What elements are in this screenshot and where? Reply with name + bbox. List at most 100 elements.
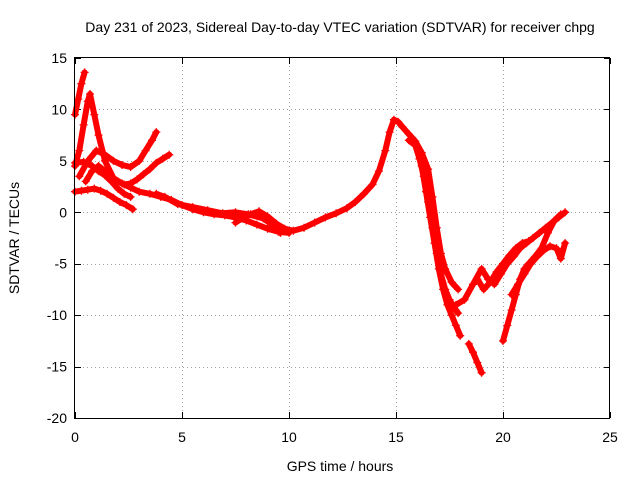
y-axis-label: SDTVAR / TECUs — [6, 182, 22, 294]
chart-title: Day 231 of 2023, Sidereal Day-to-day VTE… — [85, 19, 594, 35]
data-point-plus — [101, 167, 109, 176]
data-point-plus — [529, 234, 537, 242]
plot-frame — [74, 57, 610, 419]
data-point-plus — [514, 280, 522, 289]
data-point-plus — [469, 348, 477, 357]
data-point-plus — [477, 368, 486, 377]
data-point-plus — [135, 187, 144, 196]
data-point-plus — [351, 198, 360, 206]
data-point-plus — [434, 264, 443, 273]
data-point-plus — [533, 252, 542, 261]
data-point-plus — [113, 184, 122, 193]
data-series — [71, 68, 570, 377]
series-arc-k — [464, 339, 486, 377]
y-tick-label: 10 — [51, 101, 67, 117]
data-point-plus — [276, 228, 285, 237]
data-point-plus — [88, 167, 97, 176]
data-point-plus — [543, 228, 552, 237]
data-point-plus — [454, 285, 463, 294]
data-point-plus — [135, 156, 144, 165]
data-point-plus — [120, 189, 129, 198]
y-tick-label: 5 — [59, 153, 67, 169]
series-arc-f — [81, 150, 174, 189]
data-point-plus — [426, 213, 435, 222]
data-point-plus — [109, 156, 118, 165]
x-axis-label: GPS time / hours — [287, 458, 394, 474]
series-trace — [465, 340, 485, 376]
data-point-plus — [145, 165, 154, 174]
data-point-plus — [80, 68, 89, 77]
data-point-plus — [231, 208, 240, 217]
data-point-plus — [518, 239, 527, 248]
data-point-plus — [535, 228, 544, 237]
x-tick-label: 25 — [602, 429, 618, 445]
data-point-plus — [74, 95, 83, 104]
y-tick-label: -10 — [47, 307, 67, 323]
data-point-plus — [524, 237, 533, 246]
data-point-plus — [486, 278, 495, 287]
data-point-plus — [503, 321, 512, 330]
data-point-plus — [96, 186, 105, 195]
x-tick-labels: 0 5 10 15 20 25 — [71, 429, 618, 445]
data-point-plus — [398, 122, 407, 131]
data-point-plus — [81, 177, 90, 186]
data-point-plus — [75, 146, 84, 155]
series-trace — [418, 163, 464, 339]
data-point-plus — [368, 180, 377, 189]
data-point-plus — [272, 219, 281, 228]
data-point-plus — [139, 170, 148, 179]
data-point-plus — [359, 189, 368, 198]
data-point-plus — [556, 210, 565, 219]
data-point-plus — [499, 336, 507, 345]
data-point-plus — [263, 212, 272, 221]
data-point-plus — [133, 175, 142, 184]
data-point-plus — [385, 128, 394, 137]
data-point-plus — [556, 254, 565, 263]
data-point-plus — [246, 210, 255, 219]
data-point-plus — [86, 90, 94, 98]
data-point-plus — [321, 213, 330, 222]
series-arc-h — [231, 115, 463, 294]
data-point-plus — [92, 146, 101, 155]
data-point-plus — [158, 154, 167, 163]
data-point-plus — [447, 278, 456, 287]
series-arc-e — [75, 128, 161, 181]
data-point-plus — [443, 300, 452, 309]
series-arc-c — [71, 184, 137, 214]
y-tick-label: -5 — [55, 256, 68, 272]
y-tick-label: 15 — [51, 50, 67, 66]
data-point-plus — [342, 204, 351, 213]
data-point-plus — [552, 244, 561, 253]
data-point-plus — [101, 150, 109, 159]
data-point-plus — [237, 214, 246, 223]
data-point-plus — [122, 201, 131, 210]
data-point-plus — [103, 189, 112, 198]
data-point-plus — [289, 226, 298, 235]
data-point-plus — [115, 198, 124, 206]
series-arc-o — [507, 239, 570, 299]
data-point-plus — [280, 224, 289, 233]
data-point-plus — [152, 128, 161, 137]
data-point-plus — [94, 131, 103, 140]
data-point-plus — [415, 154, 424, 163]
y-tick-labels: 15 10 5 0 -5 -10 -15 -20 — [47, 50, 67, 426]
data-point-plus — [148, 136, 156, 145]
data-point-plus — [507, 306, 516, 314]
data-point-plus — [511, 244, 520, 253]
y-tick-label: -20 — [47, 410, 67, 426]
data-point-plus — [90, 184, 99, 193]
data-point-plus — [374, 167, 383, 176]
data-point-plus — [499, 259, 507, 268]
data-point-plus — [539, 246, 548, 255]
data-point-plus — [77, 79, 86, 88]
data-point-plus — [128, 205, 137, 214]
data-point-plus — [77, 186, 86, 195]
data-point-plus — [90, 110, 99, 119]
data-point-plus — [451, 300, 460, 309]
data-point-plus — [473, 275, 482, 284]
series-trace — [72, 69, 88, 118]
data-point-plus — [507, 290, 516, 299]
data-point-plus — [550, 216, 559, 225]
data-point-plus — [188, 203, 197, 212]
data-point-plus — [460, 295, 469, 304]
